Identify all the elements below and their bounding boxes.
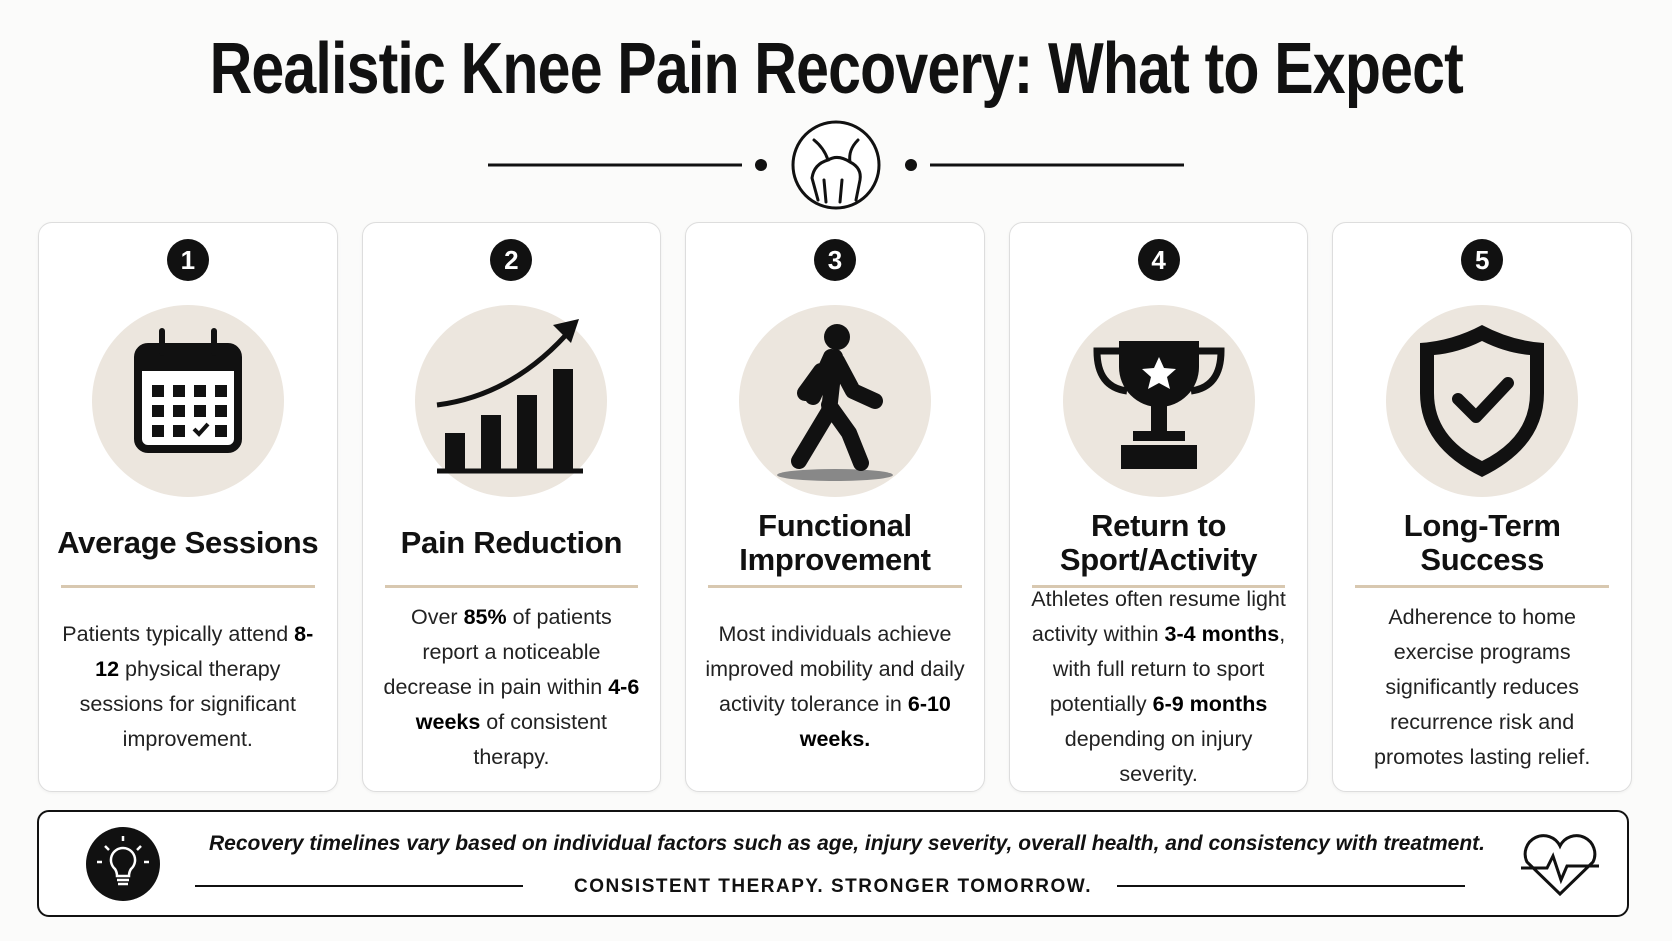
divider <box>488 120 1184 210</box>
body-text: Most individuals achieve improved mobili… <box>704 617 966 757</box>
body-highlight: 4-6 weeks <box>415 674 640 734</box>
body-highlight: 8-12 <box>95 622 314 681</box>
body-segment: of patients report a noticeable decrease… <box>383 604 612 699</box>
card-heading: Return to Sport/Activity <box>1010 503 1308 583</box>
card: 2 Pain Reduction Over 85% of patients repo… <box>361 222 662 792</box>
body-segment: depending on injury severity. <box>1064 727 1253 786</box>
heading-line: Pain Reduction <box>400 525 623 560</box>
card-body: Over 85% of patients report a noticeable… <box>381 603 643 771</box>
step-number: 4 <box>1137 239 1180 281</box>
icon-graphic <box>1420 325 1545 477</box>
heading-rule <box>1355 585 1609 588</box>
card-body: Adherence to home exercise programs sign… <box>1351 603 1613 771</box>
heading-line: Long-Term <box>1403 508 1561 543</box>
body-segment: Over <box>410 604 464 629</box>
icon-graphic <box>437 319 584 474</box>
body-text: Over 85% of patients report a noticeable… <box>381 600 643 775</box>
card-body: Patients typically attend 8-12 physical … <box>57 603 319 771</box>
heading-line: Average Sessions <box>57 525 319 560</box>
step-number: 3 <box>813 239 856 281</box>
title-wrap: Realistic Knee Pain Recovery: What to Ex… <box>0 28 1672 110</box>
card-heading: Average Sessions <box>39 503 337 583</box>
body-highlight: 6-9 months <box>1152 692 1268 716</box>
body-text: Adherence to home exercise programs sign… <box>1351 600 1613 775</box>
body-text: Patients typically attend 8-12 physical … <box>57 617 319 757</box>
icon-graphic <box>776 324 893 481</box>
step-number: 2 <box>490 239 533 281</box>
card-icon <box>1062 305 1255 497</box>
title: Realistic Knee Pain Recovery: What to Ex… <box>209 29 1463 109</box>
heading-line: Sport/Activity <box>1059 542 1258 577</box>
step-number: 1 <box>166 239 209 281</box>
body-text: Athletes often resume light activity wit… <box>1028 582 1290 792</box>
heading-line: Return to <box>1091 508 1227 543</box>
body-segment: Most individuals achieve improved mobili… <box>705 622 965 716</box>
step-number: 5 <box>1461 239 1504 281</box>
body-segment: , with full return to sport potentially <box>1049 622 1286 716</box>
card: 3 Functional Improvement Most individuals a… <box>685 222 985 792</box>
body-highlight: 85% <box>463 604 507 629</box>
card-icon <box>738 305 931 497</box>
body-segment: Patients typically attend <box>62 622 295 646</box>
icon-graphic <box>133 328 242 453</box>
heading-line: Improvement <box>739 542 931 577</box>
card: 5 Long-Term Success Adherence to home exerc… <box>1332 222 1632 792</box>
icon-graphic <box>1093 341 1225 469</box>
card-heading: Functional Improvement <box>686 503 984 583</box>
body-highlight: 6-10 weeks. <box>799 692 951 751</box>
cards: 1 Average Sessions Patients typically atte… <box>38 222 1632 792</box>
footer-note: Recovery timelines vary based on individ… <box>209 832 1486 855</box>
heading-rule <box>708 585 962 588</box>
tagline-rule <box>1117 885 1465 887</box>
card: 4 Return to Sport/Activity Athletes often r… <box>1008 222 1309 792</box>
body-segment: of consistent therapy. <box>473 709 608 769</box>
card-icon <box>1386 305 1579 497</box>
card-heading: Long-Term Success <box>1333 503 1631 583</box>
tagline-rule <box>195 885 523 887</box>
body-segment: Adherence to home exercise programs sign… <box>1374 604 1591 769</box>
heading-rule <box>61 585 315 588</box>
card-body: Athletes often resume light activity wit… <box>1028 587 1290 786</box>
bulb-icon <box>86 827 160 901</box>
heading-line: Functional <box>758 508 912 543</box>
heart-icon <box>1521 834 1599 897</box>
body-segment: Athletes often resume light activity wit… <box>1031 587 1286 646</box>
card-heading: Pain Reduction <box>363 503 661 583</box>
heading-rule <box>1031 585 1286 588</box>
footer-tagline: CONSISTENT THERAPY. STRONGER TOMORROW. <box>574 876 1092 897</box>
card-icon <box>91 305 284 497</box>
body-segment: physical therapy sessions for significan… <box>79 657 296 751</box>
card-body: Most individuals achieve improved mobili… <box>704 603 966 771</box>
card-icon <box>415 305 608 497</box>
card: 1 Average Sessions Patients typically atte… <box>38 222 338 792</box>
heading-line: Success <box>1420 542 1545 577</box>
heading-rule <box>384 585 639 588</box>
footer: Recovery timelines vary based on individ… <box>37 810 1629 917</box>
body-highlight: 3-4 months <box>1164 622 1280 646</box>
